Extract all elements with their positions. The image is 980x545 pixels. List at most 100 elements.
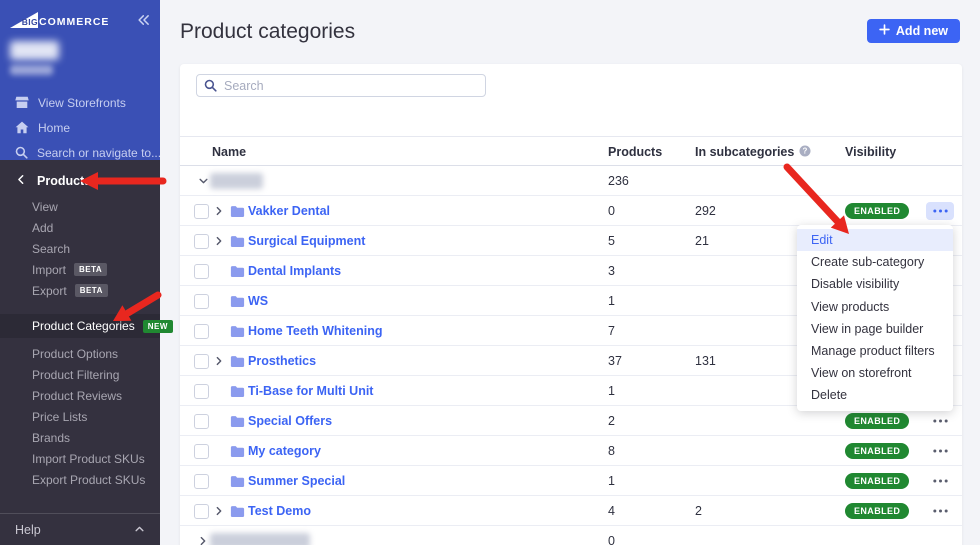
category-name-link[interactable]: Ti-Base for Multi Unit <box>248 384 374 398</box>
category-name-link[interactable]: Prosthetics <box>248 354 317 368</box>
sidebar-help[interactable]: Help <box>0 513 160 545</box>
row-checkbox[interactable] <box>194 293 209 309</box>
sidebar-item-import-product-skus[interactable]: Import Product SKUs <box>0 448 160 469</box>
beta-badge: BETA <box>74 263 108 276</box>
row-subcategories-cell: 21 <box>695 234 709 248</box>
table-header: Name Products In subcategories ? Visibil… <box>180 136 962 166</box>
row-context-menu: Edit Create sub-category Disable visibilit… <box>797 225 953 411</box>
expand-toggle[interactable] <box>214 356 224 366</box>
add-new-label: Add new <box>895 24 948 38</box>
category-name-link[interactable]: WS <box>248 294 269 308</box>
sidebar-item-view[interactable]: View <box>0 196 160 217</box>
folder-icon <box>230 325 245 338</box>
row-products-cell: 8 <box>608 444 615 458</box>
category-name-link[interactable]: Summer Special <box>248 474 346 488</box>
expand-toggle[interactable] <box>214 206 224 216</box>
row-name-cell: Prosthetics <box>248 346 316 376</box>
row-name-cell: Test Demo <box>248 496 311 526</box>
expand-toggle[interactable] <box>198 176 209 186</box>
sidebar-item-label: Add <box>32 220 54 235</box>
menu-item-delete[interactable]: Delete <box>811 388 848 403</box>
row-checkbox[interactable] <box>194 473 209 489</box>
category-name-link[interactable]: Surgical Equipment <box>248 234 366 248</box>
row-checkbox[interactable] <box>194 353 209 369</box>
chevron-right-icon <box>214 236 224 246</box>
add-new-button[interactable]: Add new <box>866 19 960 43</box>
table-row: Test Demo 4 2 ENABLED <box>180 496 962 526</box>
dots-icon <box>932 419 948 423</box>
category-name-link[interactable]: Special Offers <box>248 414 333 428</box>
sidebar-item-search[interactable]: Search <box>0 238 160 259</box>
row-visibility-cell: ENABLED <box>845 496 910 526</box>
category-name-redacted <box>210 173 263 189</box>
row-checkbox[interactable] <box>194 413 209 429</box>
row-actions-button[interactable] <box>926 472 954 490</box>
chevron-right-icon <box>214 356 224 366</box>
menu-item-disable-visibility[interactable]: Disable visibility <box>811 277 900 292</box>
sidebar-item-product-reviews[interactable]: Product Reviews <box>0 385 160 406</box>
row-checkbox[interactable] <box>194 263 209 279</box>
category-name-link[interactable]: My category <box>248 444 321 458</box>
row-actions-button[interactable] <box>926 412 954 430</box>
sidebar-item-view-storefronts[interactable]: View Storefronts <box>0 90 160 115</box>
sidebar-item-product-categories[interactable]: Product Categories NEW <box>0 314 173 338</box>
menu-item-view-on-storefront[interactable]: View on storefront <box>811 366 912 381</box>
row-name-cell: Special Offers <box>248 406 332 436</box>
chevron-up-icon <box>134 524 145 534</box>
chevron-up-icon <box>134 523 145 537</box>
row-checkbox-cell <box>194 346 209 376</box>
category-name-link[interactable]: Home Teeth Whitening <box>248 324 383 338</box>
row-name-cell: Ti-Base for Multi Unit <box>248 376 373 406</box>
visibility-badge: ENABLED <box>845 203 910 219</box>
row-actions-button[interactable] <box>926 502 954 520</box>
row-checkbox[interactable] <box>194 233 209 249</box>
menu-item-create-sub-category[interactable]: Create sub-category <box>811 255 925 270</box>
row-products-cell: 4 <box>608 504 615 518</box>
row-products-cell: 236 <box>608 174 629 188</box>
sidebar-collapse-button[interactable] <box>137 14 150 26</box>
sidebar-item-export[interactable]: Export BETA <box>0 280 160 301</box>
menu-item-view-products[interactable]: View products <box>811 299 890 314</box>
expand-toggle[interactable] <box>198 536 208 545</box>
row-products-cell: 1 <box>608 474 615 488</box>
sidebar-item-add[interactable]: Add <box>0 217 160 238</box>
category-name-link[interactable]: Test Demo <box>248 504 311 518</box>
row-actions-button[interactable] <box>926 442 954 460</box>
category-name-redacted <box>210 533 310 545</box>
sidebar-item-export-product-skus[interactable]: Export Product SKUs <box>0 469 160 490</box>
search-input[interactable] <box>196 74 486 97</box>
menu-item-view-in-page-builder[interactable]: View in page builder <box>811 321 924 336</box>
search-icon <box>204 79 217 97</box>
menu-item-manage-product-filters[interactable]: Manage product filters <box>811 344 935 359</box>
row-actions-button[interactable] <box>926 202 954 220</box>
row-checkbox[interactable] <box>194 323 209 339</box>
row-checkbox[interactable] <box>194 443 209 459</box>
help-icon[interactable]: ? <box>799 145 811 160</box>
row-name-cell <box>210 166 263 196</box>
sidebar-item-product-options[interactable]: Product Options <box>0 343 160 364</box>
row-checkbox[interactable] <box>194 383 209 399</box>
sidebar-item-label: Product Filtering <box>32 367 120 382</box>
row-checkbox[interactable] <box>194 203 209 219</box>
table-row: 236 <box>180 166 962 196</box>
category-name-link[interactable]: Dental Implants <box>248 264 342 278</box>
row-actions-cell <box>926 406 954 436</box>
beta-badge: BETA <box>74 284 108 297</box>
row-checkbox[interactable] <box>194 503 209 519</box>
sidebar-item-label: Export <box>32 283 67 298</box>
sidebar-item-product-filtering[interactable]: Product Filtering <box>0 364 160 385</box>
sidebar-item-home[interactable]: Home <box>0 115 160 140</box>
row-expand-cell <box>198 166 209 196</box>
sidebar-item-search-or-navigate-to-[interactable]: Search or navigate to... <box>0 140 161 165</box>
category-name-link[interactable]: Vakker Dental <box>248 204 330 218</box>
page-title: Product categories <box>180 20 356 43</box>
sidebar-back-products[interactable]: Products <box>0 160 160 196</box>
folder-icon <box>230 385 245 398</box>
menu-item-edit[interactable]: Edit <box>797 229 953 252</box>
sidebar-item-brands[interactable]: Brands <box>0 427 160 448</box>
expand-toggle[interactable] <box>214 236 224 246</box>
sidebar-item-import[interactable]: Import BETA <box>0 259 160 280</box>
sidebar-item-price-lists[interactable]: Price Lists <box>0 406 160 427</box>
row-checkbox-cell <box>194 376 209 406</box>
expand-toggle[interactable] <box>214 506 224 516</box>
